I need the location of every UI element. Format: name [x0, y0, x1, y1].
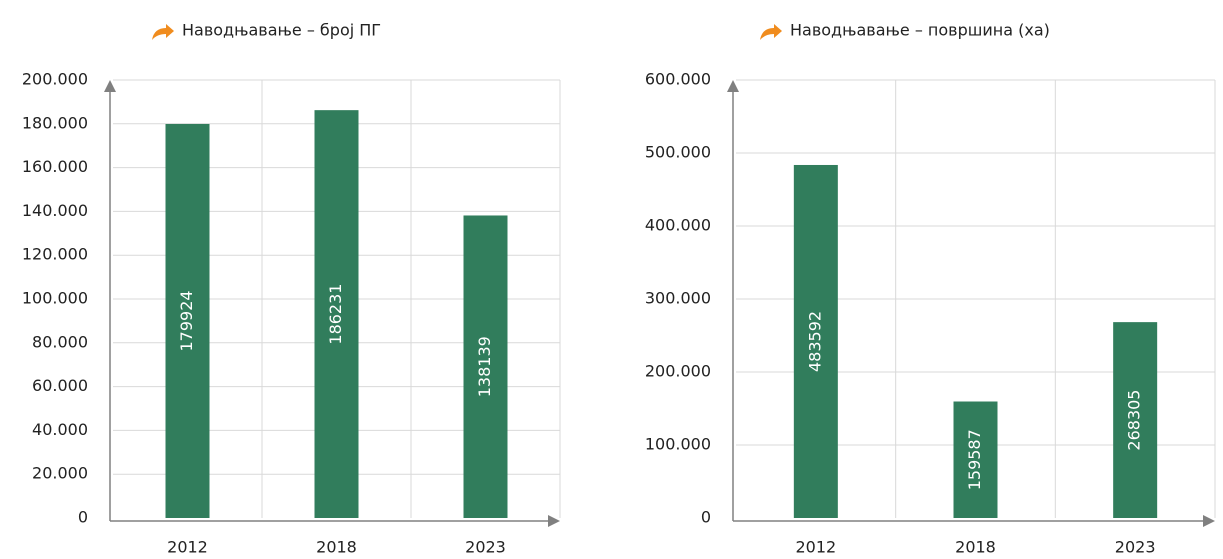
y-tick-label: 60.000	[32, 376, 88, 395]
bar	[953, 401, 998, 518]
x-tick-label: 2023	[465, 538, 506, 557]
y-tick-label: 300.000	[645, 289, 711, 308]
title-icon	[152, 24, 174, 40]
bar	[463, 215, 508, 518]
y-tick-label: 100.000	[22, 289, 88, 308]
title-icon	[760, 24, 782, 40]
bar	[314, 110, 359, 518]
y-tick-label: 400.000	[645, 216, 711, 235]
y-tick-label: 40.000	[32, 420, 88, 439]
data-label: 268305	[1125, 390, 1144, 451]
y-tick-label: 200.000	[22, 70, 88, 89]
bar	[165, 123, 210, 519]
data-label: 138139	[475, 336, 494, 397]
y-tick-label: 20.000	[32, 464, 88, 483]
bar	[1113, 322, 1158, 518]
bar	[793, 164, 838, 518]
y-tick-label: 0	[701, 508, 711, 527]
chart-title: Наводњавање – површина (ха)	[790, 21, 1050, 40]
y-axis-arrow	[104, 80, 116, 92]
x-tick-label: 2023	[1115, 538, 1156, 557]
y-tick-label: 160.000	[22, 157, 88, 176]
chart-title: Наводњавање – број ПГ	[182, 21, 381, 40]
x-tick-label: 2018	[955, 538, 996, 557]
x-tick-label: 2012	[795, 538, 836, 557]
data-label: 186231	[326, 284, 345, 345]
y-tick-label: 100.000	[645, 435, 711, 454]
y-tick-label: 80.000	[32, 332, 88, 351]
x-tick-label: 2012	[167, 538, 208, 557]
y-tick-label: 200.000	[645, 362, 711, 381]
data-label: 179924	[177, 290, 196, 351]
y-tick-label: 120.000	[22, 245, 88, 264]
x-axis-arrow	[548, 515, 560, 527]
y-axis-arrow	[727, 80, 739, 92]
y-tick-label: 140.000	[22, 201, 88, 220]
data-label: 159587	[965, 429, 984, 490]
x-tick-label: 2018	[316, 538, 357, 557]
y-tick-label: 600.000	[645, 70, 711, 89]
y-tick-label: 500.000	[645, 143, 711, 162]
data-label: 483592	[805, 311, 824, 372]
y-tick-label: 180.000	[22, 113, 88, 132]
y-tick-label: 0	[78, 508, 88, 527]
x-axis-arrow	[1203, 515, 1215, 527]
